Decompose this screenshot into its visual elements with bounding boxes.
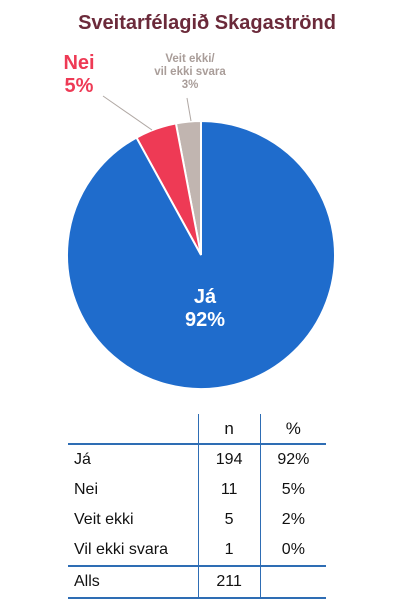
slice-label-veit-ekki: Veit ekki/ vil ekki svara 3% [130, 53, 250, 93]
table-row: Nei 11 5% [68, 475, 326, 505]
slice-label-nei-value: 5% [64, 75, 94, 97]
pie-chart [66, 95, 336, 390]
slice-label-ja-name: Já [193, 286, 217, 308]
row-label: Já [74, 451, 91, 468]
row-n: 5 [197, 505, 261, 535]
total-label: Alls [68, 565, 199, 599]
row-pct: 2% [259, 505, 326, 535]
row-n: 194 [197, 444, 261, 475]
table-row: Veit ekki 5 2% [68, 505, 326, 535]
header-pct: % [259, 414, 326, 445]
chart-title: Sveitarfélagið Skagaströnd [78, 12, 336, 34]
row-n: 11 [197, 475, 261, 505]
slice-label-ja-value: 92% [184, 309, 226, 331]
header-n: n [197, 414, 261, 445]
row-label: Nei [74, 481, 99, 498]
header-label [68, 414, 199, 445]
table-row: Vil ekki svara 1 0% [68, 535, 326, 566]
slice-label-nei-name: Nei [63, 52, 95, 74]
slice-label-veit-ekki-value: 3% [181, 79, 199, 92]
slice-label-veit-ekki-line1: Veit ekki/ [165, 53, 215, 65]
row-pct: 92% [259, 444, 326, 475]
slice-label-veit-ekki-line2: vil ekki svara [154, 66, 226, 79]
row-pct: 5% [259, 475, 326, 505]
row-n: 1 [197, 535, 261, 566]
leader-line-nei [102, 95, 153, 131]
total-n: 211 [197, 565, 261, 599]
pie-slice-ja [66, 119, 336, 390]
slice-label-nei: Nei 5% [54, 52, 104, 98]
total-pct [259, 565, 326, 599]
table-row: Já 194 92% [68, 444, 326, 475]
leader-line-veit-ekki [186, 97, 192, 122]
table-total-row: Alls 211 [68, 565, 326, 599]
table-header-row: n % [68, 414, 326, 445]
data-table: n % Já 194 92% Nei 11 5% Veit ekki 5 2% … [68, 414, 326, 599]
row-pct: 0% [259, 535, 326, 566]
row-label: Veit ekki [74, 511, 134, 528]
row-label: Vil ekki svara [74, 541, 168, 558]
slice-label-ja: Já 92% [160, 286, 250, 332]
